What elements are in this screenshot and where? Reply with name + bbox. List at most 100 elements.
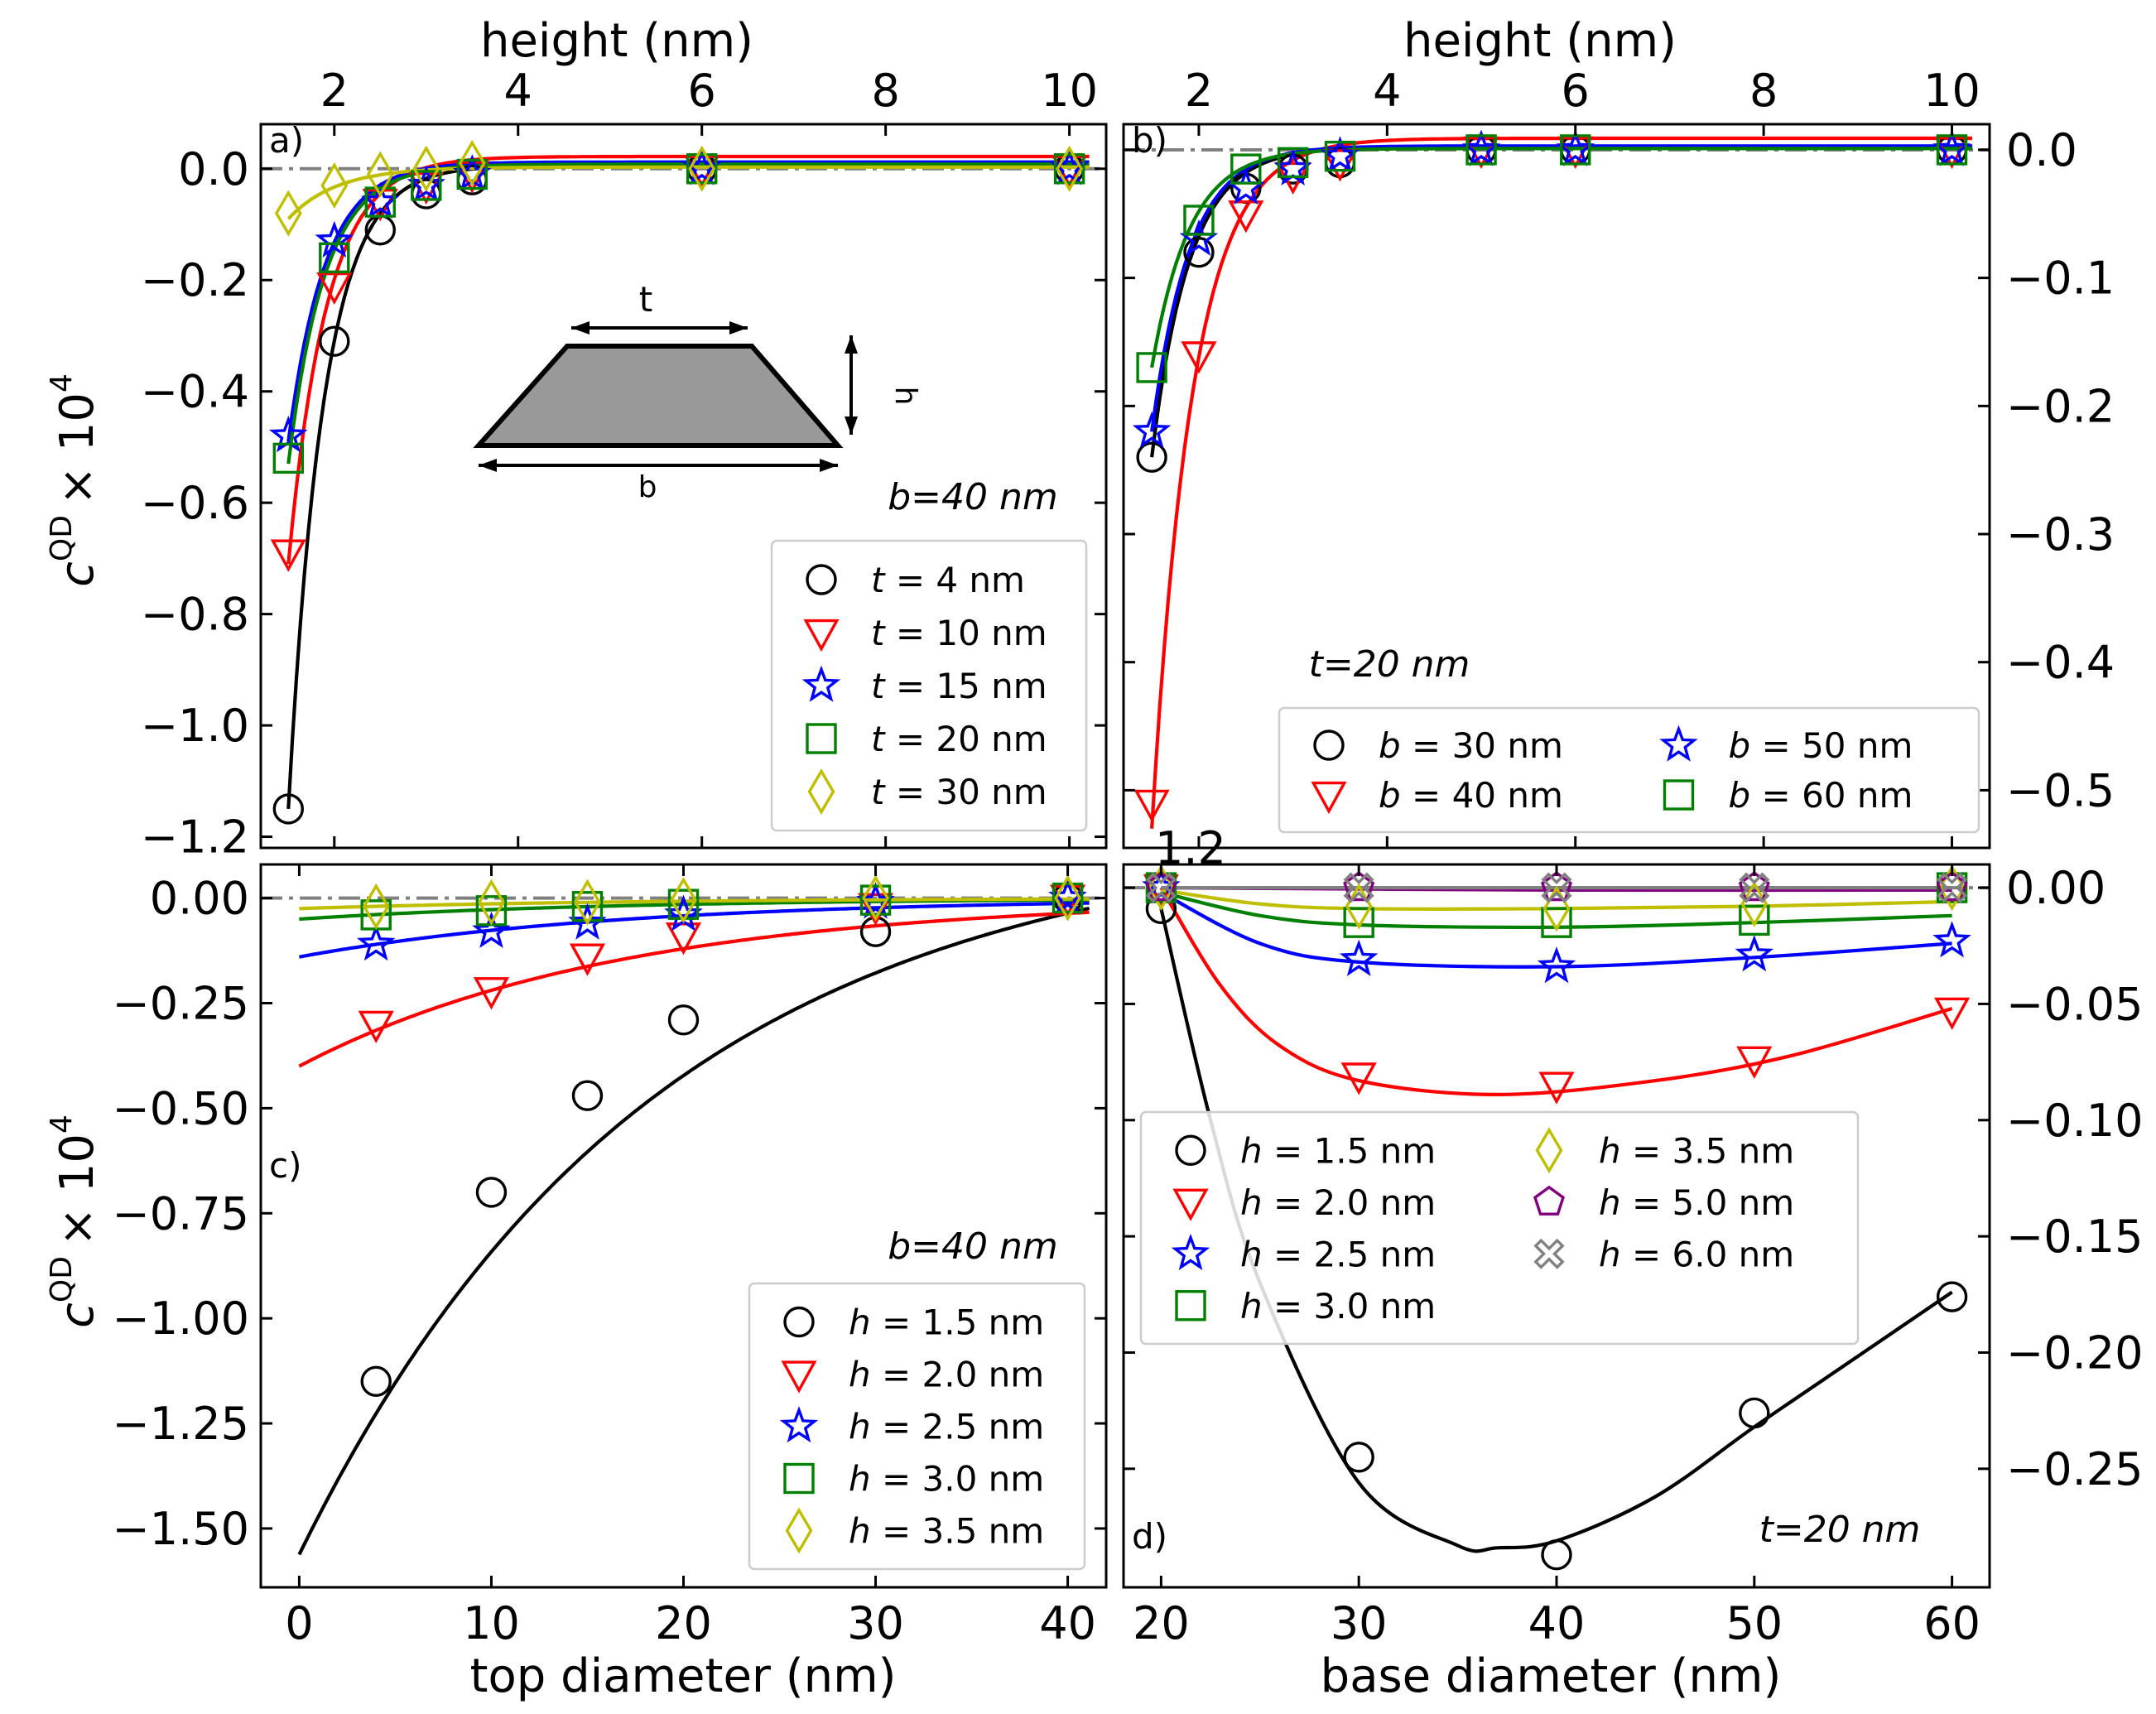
data-point-h-3.5nm [1054, 874, 1082, 922]
data-point-h-1.5nm [1739, 1397, 1770, 1429]
legend-frame [1139, 1110, 1860, 1346]
data-point-b-60nm [1324, 140, 1356, 172]
data-point-b-60nm [1183, 205, 1215, 236]
legend-marker [806, 723, 837, 754]
y-tick-label: −1.50 [113, 1503, 249, 1555]
x-tick-label: 50 [1725, 1597, 1783, 1649]
top-tick-label: 4 [504, 65, 532, 117]
legend-marker [1663, 779, 1695, 811]
legend-entry: t = 10 nm [871, 613, 1047, 653]
top-xlabel-left: height (nm) [480, 14, 753, 68]
data-point-h-3.5nm [1938, 864, 1966, 912]
data-point-h-3.0nm [1739, 904, 1770, 936]
data-point-t-30nm [274, 190, 302, 237]
data-point-b-60nm [1465, 134, 1497, 166]
legend-marker [803, 619, 840, 652]
panel-label: a) [269, 120, 304, 161]
plot-frame [1122, 123, 1991, 850]
series-line-h-2.5nm [1160, 890, 1952, 969]
panel-d: 20 30 40 50 60 0.00 −0.05 −0.10 −0.15 −0.20 −0.25 d… [1122, 862, 2143, 1649]
data-point-t-20nm [1053, 153, 1085, 185]
legend-entry: h = 2.0 nm [1240, 1182, 1436, 1223]
legend-entry: h = 5.0 nm [1599, 1182, 1794, 1223]
data-point-b-50nm [1461, 129, 1501, 166]
data-point-b-60nm [1230, 153, 1262, 185]
series-line-h-1.5nm [297, 906, 1090, 1556]
data-point-t-10nm [316, 272, 353, 306]
data-point-b-50nm [1556, 129, 1595, 166]
data-points [1142, 864, 1971, 1571]
data-point-h-1.5nm [360, 1365, 392, 1397]
data-point-h-2.0nm [569, 943, 606, 976]
inset-b-arrowhead-right [820, 459, 838, 472]
data-point-t-10nm [270, 539, 306, 572]
data-point-h-1.5nm [1936, 1281, 1968, 1312]
series-line-h-3.0nm [1160, 890, 1952, 930]
legend-marker [781, 1360, 817, 1394]
legend-entry: t = 15 nm [871, 666, 1047, 706]
y-tick-label: −0.50 [113, 1082, 249, 1134]
y-tick-label: −0.20 [2006, 1326, 2143, 1379]
top-xlabel-right: height (nm) [1403, 14, 1677, 68]
top-tick-label: 10 [1041, 65, 1098, 117]
legend-marker [807, 768, 835, 816]
data-point-h-6.0nm [1541, 872, 1572, 903]
legend-entry: h = 2.0 nm [849, 1355, 1044, 1395]
data-point-h-3.5nm [862, 874, 889, 922]
legend-entry: h = 3.0 nm [849, 1459, 1044, 1500]
series-line-h-3.5nm [1161, 888, 1952, 911]
data-point-b-40nm [1133, 789, 1170, 822]
data-point-t-30nm [458, 140, 486, 187]
data-point-h-6.0nm [1739, 872, 1770, 903]
legend-entry: h = 3.5 nm [1599, 1130, 1794, 1171]
top-tick-label: 2 [320, 65, 349, 117]
top-tick-label: 10 [1923, 65, 1980, 117]
ylabel-base: c [51, 1302, 104, 1328]
data-point-b-50nm [1321, 136, 1360, 173]
inset-h-arrowhead-bottom [845, 416, 858, 435]
data-point-h-3.0nm [1052, 882, 1084, 914]
data-point-h-3.5nm [478, 879, 505, 926]
x-tick-label: 0 [285, 1597, 313, 1649]
legend-marker [1172, 1188, 1209, 1221]
data-point-h-1.5nm [1541, 1539, 1572, 1571]
legend: h = 1.5 nm h = 2.0 nm h = 2.5 nm h = 3.0 nm… [1139, 1110, 1860, 1346]
data-point-b-60nm [1136, 352, 1167, 383]
data-point-t-15nm [361, 181, 400, 219]
legend-marker [1535, 1127, 1563, 1174]
inset-trapezoid [473, 344, 844, 448]
panel-a: 2 4 6 8 10 0.0 −0.2 −0.4 −0.6 −0.8 −1.0 −1.2 a) b=40 … [141, 65, 1108, 864]
data-point-b-40nm [1181, 341, 1217, 374]
data-point-h-2.5nm [472, 911, 511, 948]
data-point-t-20nm [411, 170, 442, 201]
legend-frame [770, 539, 1088, 832]
inset-b-label: b [638, 470, 657, 504]
legend-entry: h = 3.5 nm [849, 1511, 1044, 1552]
legend-entry: h = 2.5 nm [1240, 1234, 1436, 1274]
inset-h-label: h [888, 387, 922, 406]
series-line-b-30nm [1150, 145, 1973, 458]
series-line-h-2.0nm [1159, 887, 1953, 1097]
legend-frame [1278, 706, 1980, 834]
legend-entry: b = 50 nm [1729, 725, 1913, 766]
y-tick-label: −0.25 [113, 977, 249, 1029]
data-point-h-3.0nm [1343, 907, 1374, 938]
data-point-h-2.5nm [568, 903, 607, 940]
bottom-xlabel-right: base diameter (nm) [1321, 1649, 1782, 1703]
data-points [1132, 129, 1971, 822]
x-tick-label: 40 [1528, 1597, 1586, 1649]
data-point-h-2.0nm [1736, 1046, 1773, 1079]
data-point-b-50nm [1932, 129, 1971, 166]
y-tick-label: −0.3 [2006, 508, 2115, 561]
panel-label: b) [1132, 120, 1167, 161]
data-point-b-50nm [1132, 411, 1172, 449]
legend-marker [801, 665, 841, 702]
data-point-h-2.0nm [1934, 997, 1971, 1030]
top-tick-label: 4 [1373, 65, 1401, 117]
y-tick-label: −0.1 [2006, 253, 2115, 305]
data-point-h-2.0nm [473, 977, 510, 1010]
data-point-t-15nm [682, 148, 721, 185]
data-point-h-2.5nm [1735, 934, 1774, 972]
y-tick-label: −0.25 [2006, 1443, 2143, 1495]
